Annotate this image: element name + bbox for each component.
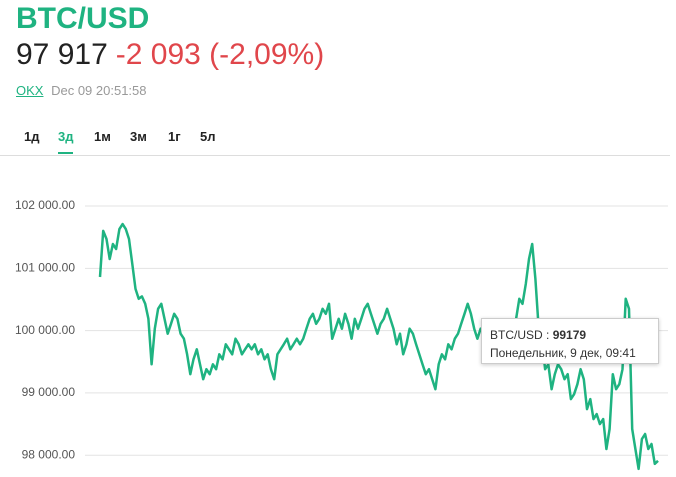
tooltip-label: BTC/USD : <box>490 328 550 342</box>
y-tick-label: 102 000.00 <box>15 198 75 212</box>
tab[interactable]: 1д <box>24 129 40 144</box>
tabs: 1д 3д 1м 3м 1г 5л <box>0 125 670 156</box>
tooltip: BTC/USD : 99179 Понедельник, 9 дек, 09:4… <box>481 318 659 364</box>
price-line <box>98 222 659 471</box>
tab[interactable]: 1м <box>94 129 111 144</box>
price-row: 97 917 -2 093 (-2,09%) <box>16 38 324 72</box>
y-tick-label: 99 000.00 <box>22 385 76 399</box>
tooltip-value: 99179 <box>552 328 587 342</box>
price: 97 917 <box>16 38 108 71</box>
tab[interactable]: 3д <box>58 129 74 154</box>
tab[interactable]: 3м <box>130 129 147 144</box>
meta: OKX Dec 09 20:51:58 <box>16 83 147 98</box>
change: -2 093 (-2,09%) <box>115 38 325 71</box>
tab[interactable]: 5л <box>200 129 216 144</box>
y-tick-label: 98 000.00 <box>22 447 76 461</box>
timestamp: Dec 09 20:51:58 <box>51 83 147 98</box>
source-link[interactable]: OKX <box>16 83 44 98</box>
title: BTC/USD <box>16 2 150 35</box>
tab[interactable]: 1г <box>168 129 181 144</box>
tooltip-line: BTC/USD : 99179 <box>490 326 650 344</box>
tooltip-time: Понедельник, 9 дек, 09:41 <box>490 346 636 360</box>
y-tick-label: 100 000.00 <box>15 323 75 337</box>
y-tick-label: 101 000.00 <box>15 260 75 274</box>
